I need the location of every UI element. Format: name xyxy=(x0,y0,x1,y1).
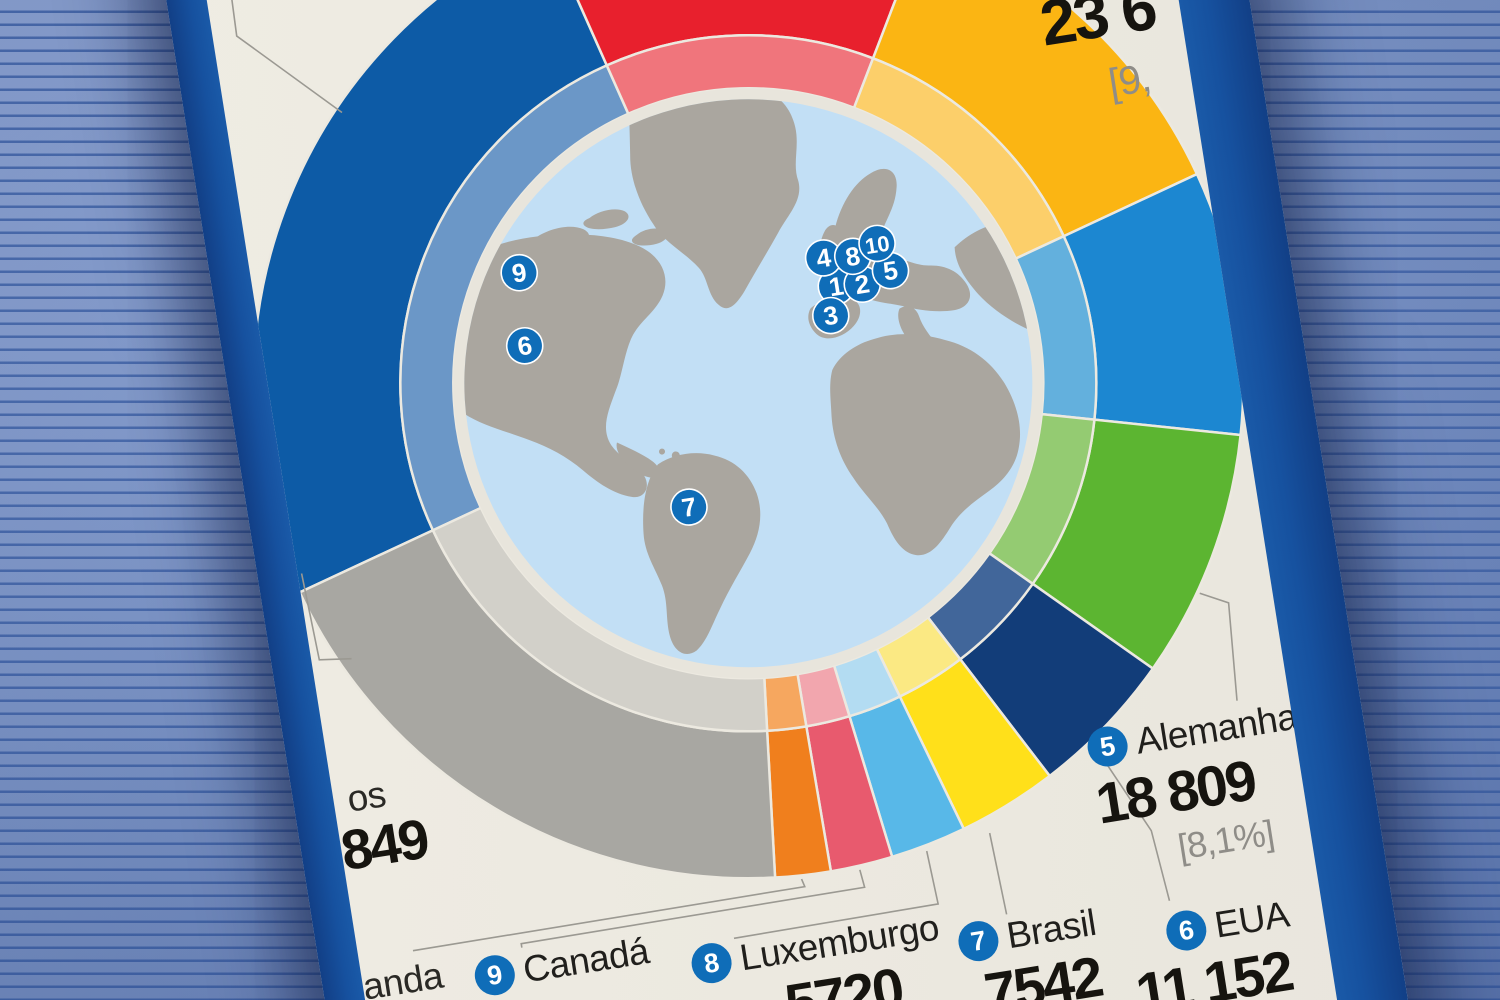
callout-top-right: 23 6 [9, xyxy=(1035,0,1169,115)
map-marker-label: 1 xyxy=(827,270,846,302)
landmass-17 xyxy=(659,448,665,455)
rank-badge: 8 xyxy=(688,940,735,987)
map-marker-label: 2 xyxy=(853,268,872,300)
map-marker-6 xyxy=(505,326,544,365)
leader-line-3 xyxy=(1094,746,1171,901)
map-marker-label: 8 xyxy=(843,240,862,272)
leader-line-1 xyxy=(300,573,352,661)
landmass-12 xyxy=(583,209,629,230)
callout-value-fragment: 849 xyxy=(336,806,432,883)
rank-badge: 6 xyxy=(1163,907,1210,954)
map-marker-label: 4 xyxy=(814,242,834,274)
leader-line-2 xyxy=(1199,592,1238,701)
map-marker-label: 7 xyxy=(679,491,698,523)
leader-line-5 xyxy=(733,850,940,940)
newspaper-page: 1 2 3 4 5 6 7 8 9 10 23 6 [9, os 849 5 Alemanha 1… xyxy=(110,0,1480,1000)
map-marker-label: 3 xyxy=(821,300,840,332)
leader-line-6 xyxy=(520,869,866,948)
landmass-0 xyxy=(628,87,800,309)
map-marker-7 xyxy=(670,488,708,526)
map-marker-3 xyxy=(811,296,850,335)
landmass-1 xyxy=(737,195,779,225)
callout-value: 23 6 xyxy=(1035,0,1160,60)
callout-percent: [9, xyxy=(1105,55,1154,106)
rank-badge: 5 xyxy=(1084,723,1131,770)
leader-line-4 xyxy=(988,832,1008,915)
landmass-10 xyxy=(424,234,666,498)
map-marker-label: 6 xyxy=(515,330,534,362)
map-marker-10 xyxy=(858,224,896,263)
map-marker-9 xyxy=(500,253,539,292)
callout-outros: os 849 xyxy=(330,768,432,883)
landmass-8 xyxy=(830,334,1021,556)
map-marker-label: 5 xyxy=(881,255,900,287)
rank-badge: 9 xyxy=(471,952,518,999)
donut-chart-world-map: 1 23 4 5 6 7 8 9 10 xyxy=(230,0,1245,952)
landmass-11 xyxy=(528,226,590,253)
infographic-content: 1 2 3 4 5 6 7 8 9 10 23 6 [9, os 849 5 Alemanha 1… xyxy=(149,0,1411,1000)
callout-alemanha: 5 Alemanha 18 809 [8,1%] xyxy=(1084,696,1300,880)
map-marker-label: 10 xyxy=(863,231,891,260)
leader-line-0 xyxy=(230,0,343,114)
map-marker-label: 9 xyxy=(510,257,529,289)
leader-line-7 xyxy=(412,878,806,952)
landmass-13 xyxy=(631,228,668,246)
landmass-2 xyxy=(835,168,897,257)
landmass-14 xyxy=(616,442,660,478)
